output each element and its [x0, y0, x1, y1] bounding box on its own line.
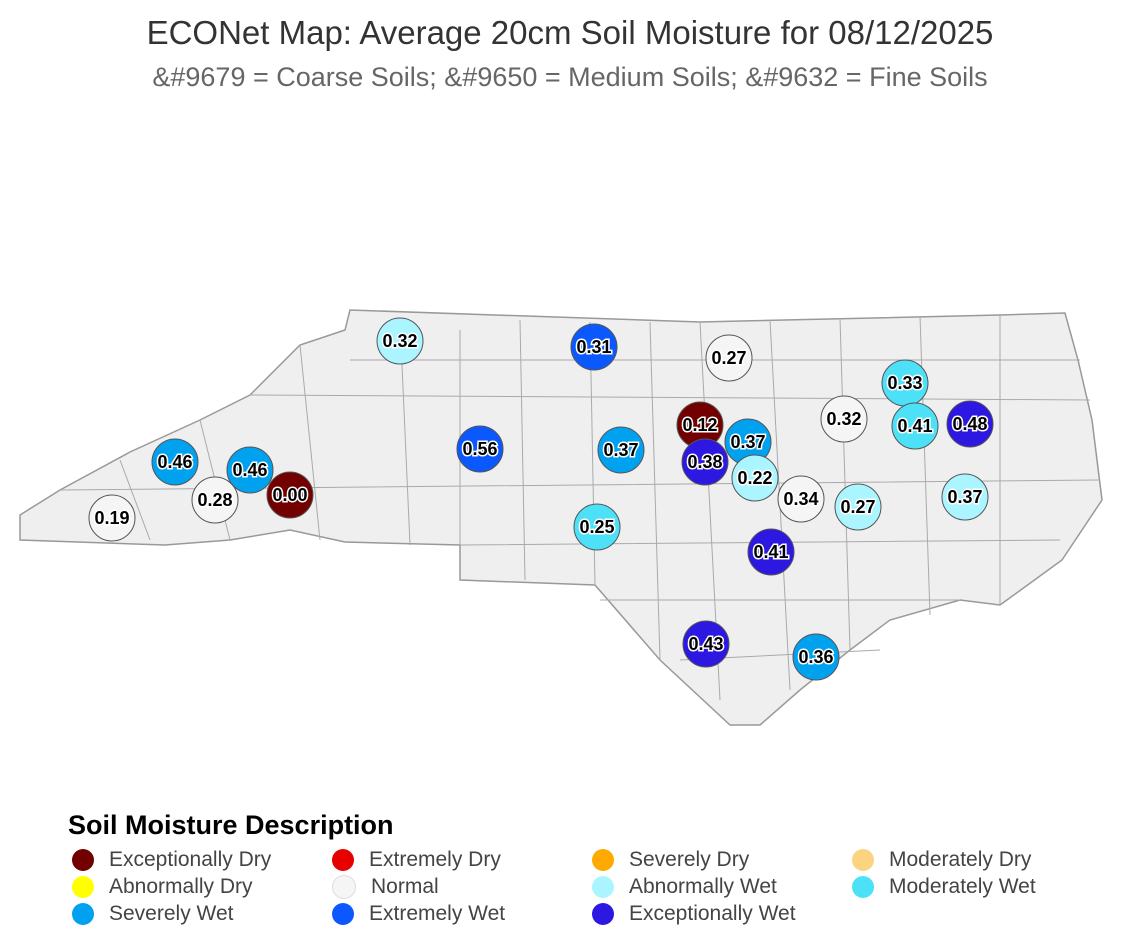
station-marker[interactable] [226, 446, 274, 494]
legend-items: Exceptionally Dry Extremely Dry Severely D… [68, 847, 1108, 927]
station-marker[interactable] [820, 395, 868, 443]
station-value-label: 0.56 [462, 439, 497, 459]
station-value-label: 0.37 [730, 432, 765, 452]
legend: Soil Moisture Description Exceptionally … [68, 810, 1108, 927]
legend-item[interactable]: Exceptionally Dry [68, 847, 328, 873]
station-marker[interactable] [731, 454, 779, 502]
legend-swatch-icon [72, 876, 94, 898]
station-value-label: 0.31 [576, 337, 611, 357]
station-marker[interactable] [376, 317, 424, 365]
station-value-label: 0.37 [947, 487, 982, 507]
legend-swatch-icon [592, 876, 614, 898]
station-value-label: 0.25 [579, 517, 614, 537]
legend-label: Moderately Wet [889, 875, 1036, 898]
station-value-label: 0.36 [798, 647, 833, 667]
legend-label: Abnormally Wet [629, 875, 777, 898]
station-marker[interactable] [597, 426, 645, 474]
station-value-label: 0.27 [711, 348, 746, 368]
station-value-label: 0.00 [272, 485, 307, 505]
legend-item[interactable]: Abnormally Wet [588, 874, 848, 900]
legend-swatch-icon [72, 849, 94, 871]
station-value-label: 0.32 [826, 409, 861, 429]
station-marker[interactable] [777, 475, 825, 523]
legend-item[interactable]: Abnormally Dry [68, 874, 328, 900]
station-value-label: 0.46 [232, 460, 267, 480]
station-marker[interactable] [88, 494, 136, 542]
legend-label: Moderately Dry [889, 848, 1032, 871]
station-marker[interactable] [941, 473, 989, 521]
legend-label: Extremely Dry [369, 848, 501, 871]
station-marker[interactable] [191, 476, 239, 524]
station-value-label: 0.27 [840, 497, 875, 517]
station-value-label: 0.33 [887, 373, 922, 393]
legend-label: Extremely Wet [369, 902, 506, 925]
station-marker[interactable] [834, 483, 882, 531]
legend-swatch-icon [852, 876, 874, 898]
station-marker[interactable] [792, 633, 840, 681]
legend-item[interactable]: Exceptionally Wet [588, 901, 848, 927]
station-value-label: 0.38 [687, 452, 722, 472]
legend-label: Severely Wet [109, 902, 234, 925]
legend-label: Exceptionally Dry [109, 848, 272, 871]
station-value-label: 0.41 [897, 416, 932, 436]
legend-item[interactable]: Moderately Wet [848, 874, 1108, 900]
legend-item[interactable]: Moderately Dry [848, 847, 1108, 873]
station-marker[interactable] [891, 402, 939, 450]
legend-item[interactable]: Normal [328, 874, 588, 900]
nc-state-outline [19, 309, 1103, 726]
legend-swatch-icon [592, 903, 614, 925]
station-value-label: 0.19 [94, 508, 129, 528]
legend-label: Normal [371, 875, 439, 898]
nc-map: 0.32 0.31 0.27 0.33 0.32 0.41 0.48 0.56 0.37 0.12… [19, 309, 1103, 726]
station-marker[interactable] [570, 323, 618, 371]
legend-item[interactable]: Severely Wet [68, 901, 328, 927]
station-marker[interactable] [266, 471, 314, 519]
legend-item[interactable]: Extremely Wet [328, 901, 588, 927]
legend-label: Abnormally Dry [109, 875, 253, 898]
legend-swatch-icon [332, 875, 356, 899]
legend-swatch-icon [592, 849, 614, 871]
station-value-label: 0.34 [783, 489, 818, 509]
legend-title: Soil Moisture Description [68, 810, 394, 840]
map-subtitle: &#9679 = Coarse Soils; &#9650 = Medium S… [152, 62, 988, 92]
station-marker[interactable] [682, 620, 730, 668]
legend-swatch-icon [852, 849, 874, 871]
legend-swatch-icon [332, 903, 354, 925]
station-marker[interactable] [573, 503, 621, 551]
station-value-label: 0.22 [737, 468, 772, 488]
legend-swatch-icon [72, 903, 94, 925]
station-value-label: 0.41 [753, 542, 788, 562]
legend-item[interactable]: Extremely Dry [328, 847, 588, 873]
legend-label: Exceptionally Wet [629, 902, 796, 925]
station-value-label: 0.37 [603, 440, 638, 460]
station-markers: 0.32 0.31 0.27 0.33 0.32 0.41 0.48 0.56 0.37 0.12… [88, 317, 994, 681]
station-marker[interactable] [705, 334, 753, 382]
map-title: ECONet Map: Average 20cm Soil Moisture f… [146, 14, 994, 51]
station-value-label: 0.46 [157, 452, 192, 472]
station-marker[interactable] [946, 400, 994, 448]
station-value-label: 0.43 [688, 634, 723, 654]
station-value-label: 0.12 [682, 415, 717, 435]
station-value-label: 0.28 [197, 490, 232, 510]
station-marker[interactable] [681, 438, 729, 486]
station-marker[interactable] [151, 438, 199, 486]
legend-swatch-icon [332, 849, 354, 871]
station-value-label: 0.48 [952, 414, 987, 434]
station-marker[interactable] [456, 425, 504, 473]
legend-label: Severely Dry [629, 848, 750, 871]
station-marker[interactable] [747, 528, 795, 576]
legend-item[interactable]: Severely Dry [588, 847, 848, 873]
station-value-label: 0.32 [382, 331, 417, 351]
